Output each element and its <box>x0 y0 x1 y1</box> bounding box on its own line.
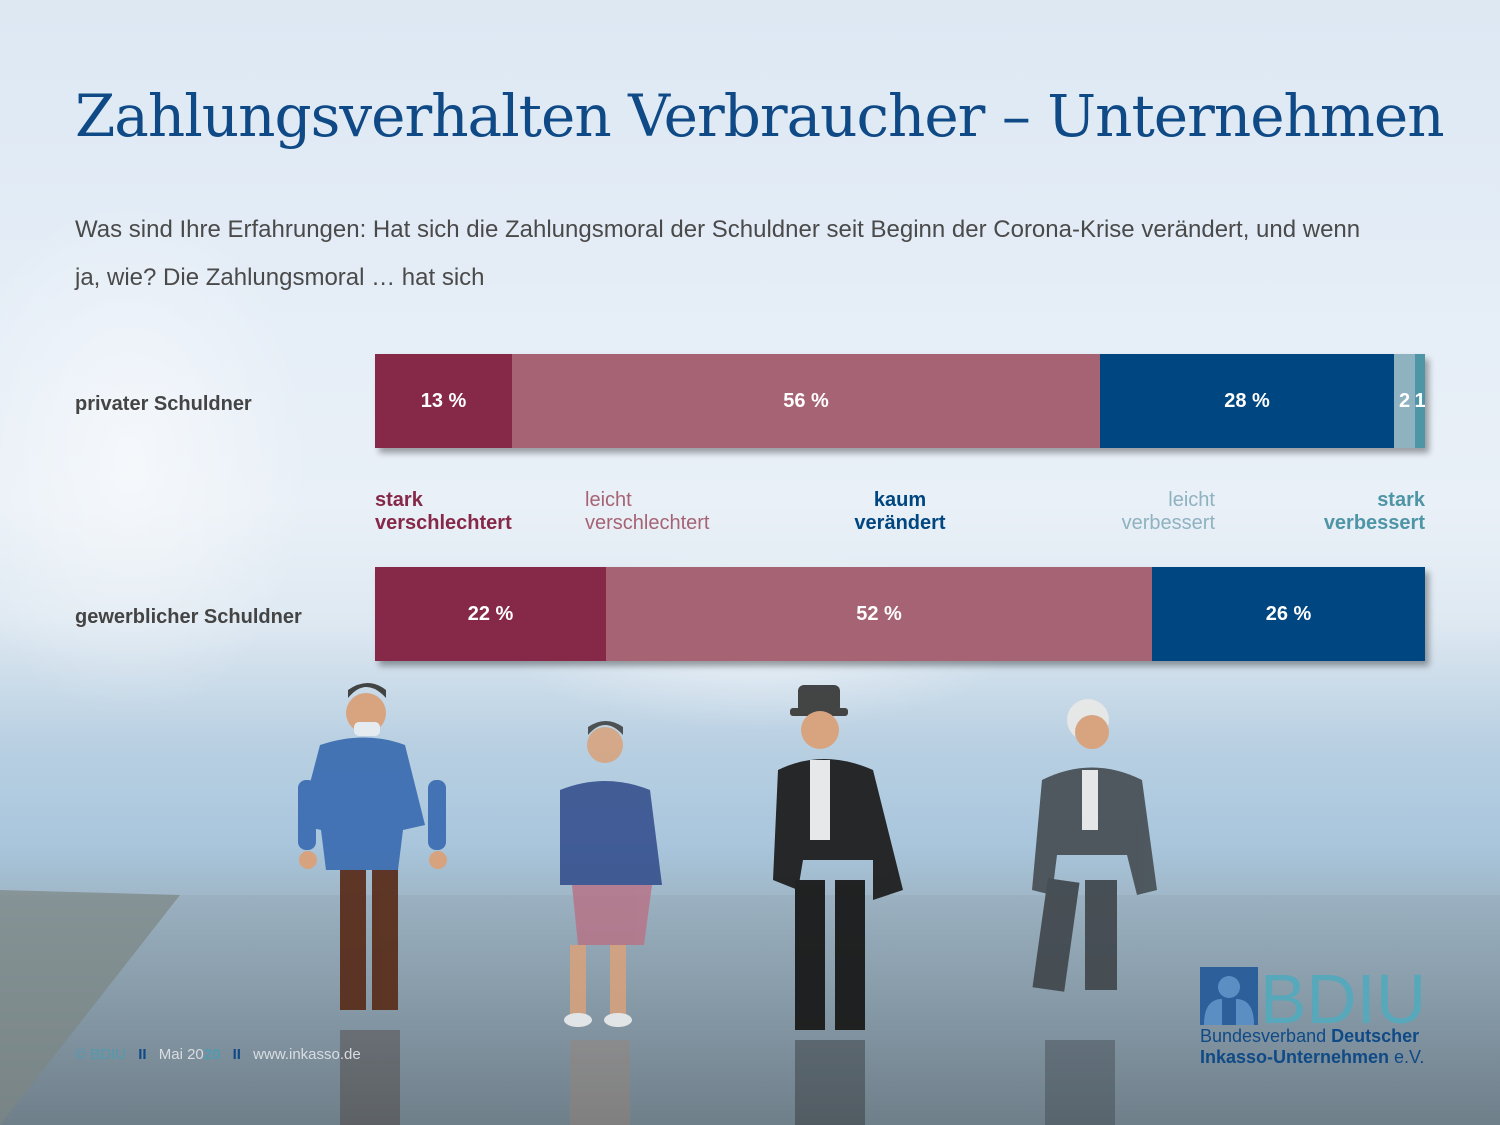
footer: © BDIU II Mai 2020 II www.inkasso.de <box>75 1046 361 1063</box>
legend-line1: stark <box>1377 489 1425 511</box>
legend-item-kaum-veraendert: kaum verändert <box>830 489 970 535</box>
logo-wordmark: BDIU <box>1260 967 1426 1025</box>
legend-line1: leicht <box>585 489 632 511</box>
row-label-privater-schuldner: privater Schuldner <box>75 393 252 415</box>
footer-separator: II <box>138 1046 147 1063</box>
bar-segment-stark-verschlechtert: 13 % <box>375 354 512 448</box>
logo-line2-regular: e.V. <box>1389 1047 1425 1067</box>
legend-line2: verschlechtert <box>585 512 710 534</box>
legend-line1: stark <box>375 489 423 511</box>
row-label-gewerblicher-schuldner: gewerblicher Schuldner <box>75 606 302 628</box>
legend-line2: verändert <box>854 512 946 534</box>
footer-date-suffix: 20 <box>203 1046 221 1063</box>
logo-line2-bold: Inkasso-Unternehmen <box>1200 1047 1390 1067</box>
legend-line1: leicht <box>1168 489 1215 511</box>
legend-item-leicht-verbessert: leicht verbessert <box>1100 489 1215 535</box>
footer-date-prefix: Mai 20 <box>158 1046 204 1063</box>
footer-copyright: © BDIU <box>75 1046 127 1063</box>
bdiu-logo: BDIU <box>1200 960 1430 1038</box>
stacked-bar-gewerblicher-schuldner: 22 % 52 % 26 % <box>375 567 1425 661</box>
figure-woman-blue-jacket <box>560 721 662 1027</box>
legend-item-leicht-verschlechtert: leicht verschlechtert <box>585 489 710 535</box>
footer-separator: II <box>232 1046 241 1063</box>
legend-line2: verbessert <box>1323 512 1425 534</box>
footer-url-link[interactable]: www.inkasso.de <box>253 1046 361 1063</box>
bar-segment-stark-verschlechtert: 22 % <box>375 567 606 661</box>
logo-line1-regular: Bundesverband <box>1200 1026 1332 1046</box>
legend-line2: verschlechtert <box>375 512 512 534</box>
bar-segment-leicht-verschlechtert: 52 % <box>606 567 1152 661</box>
bar-segment-leicht-verschlechtert: 56 % <box>512 354 1100 448</box>
bar-segment-kaum-veraendert: 26 % <box>1152 567 1425 661</box>
figure-man-grey-suit <box>1032 699 1157 992</box>
page-title: Zahlungsverhalten Verbraucher – Unterneh… <box>75 82 1445 150</box>
question-subtitle: Was sind Ihre Erfahrungen: Hat sich die … <box>75 216 1361 291</box>
legend-line2: verbessert <box>1121 512 1215 534</box>
bar-segment-kaum-veraendert: 28 % <box>1100 354 1394 448</box>
legend-item-stark-verbessert: stark verbessert <box>1290 489 1425 535</box>
bar-segment-leicht-verbessert: 2 <box>1394 354 1415 448</box>
legend-line1: kaum <box>873 489 927 511</box>
figure-man-blue-shirt <box>298 683 447 1010</box>
logo-organization-name: Bundesverband Deutscher Inkasso-Unterneh… <box>1200 1026 1424 1068</box>
bdiu-logo-icon: BDIU <box>1200 960 1426 1038</box>
figure-man-black-suit-hat <box>773 685 903 1030</box>
bar-segment-stark-verbessert: 1 <box>1415 354 1425 448</box>
stacked-bar-privater-schuldner: 13 % 56 % 28 % 2 1 <box>375 354 1425 448</box>
legend-item-stark-verschlechtert: stark verschlechtert <box>375 489 512 535</box>
logo-line1-bold: Deutscher <box>1331 1026 1420 1046</box>
